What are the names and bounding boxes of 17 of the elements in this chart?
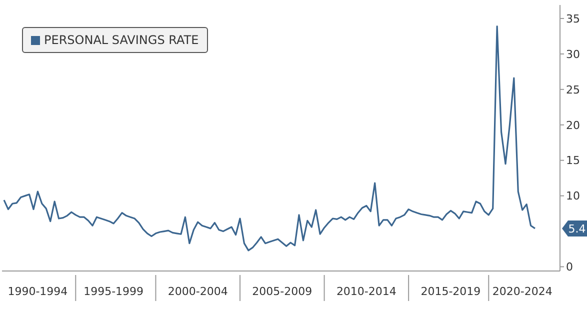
y-tick-label: 30 bbox=[566, 48, 580, 61]
x-tick-label: 2015-2019 bbox=[420, 285, 481, 298]
y-tick-label: 25 bbox=[566, 83, 580, 96]
y-tick-label: 20 bbox=[566, 118, 580, 132]
y-tick-label: 35 bbox=[566, 12, 580, 26]
legend-label: PERSONAL SAVINGS RATE bbox=[43, 33, 199, 47]
x-tick-label: 2020-2024 bbox=[492, 285, 552, 298]
x-tick-label: 1990-1994 bbox=[8, 285, 68, 298]
y-tick-label: 0 bbox=[566, 260, 573, 274]
x-tick-label: 1995-1999 bbox=[84, 285, 144, 298]
x-tick-label: 2000-2004 bbox=[168, 285, 228, 298]
x-tick-label: 2010-2014 bbox=[336, 285, 396, 298]
x-tick-label: 2005-2009 bbox=[252, 285, 312, 298]
text: 5.4 bbox=[568, 222, 586, 236]
line-series bbox=[3, 25, 536, 252]
y-tick-label: 10 bbox=[566, 190, 580, 203]
y-tick-label: 15 bbox=[566, 154, 580, 168]
